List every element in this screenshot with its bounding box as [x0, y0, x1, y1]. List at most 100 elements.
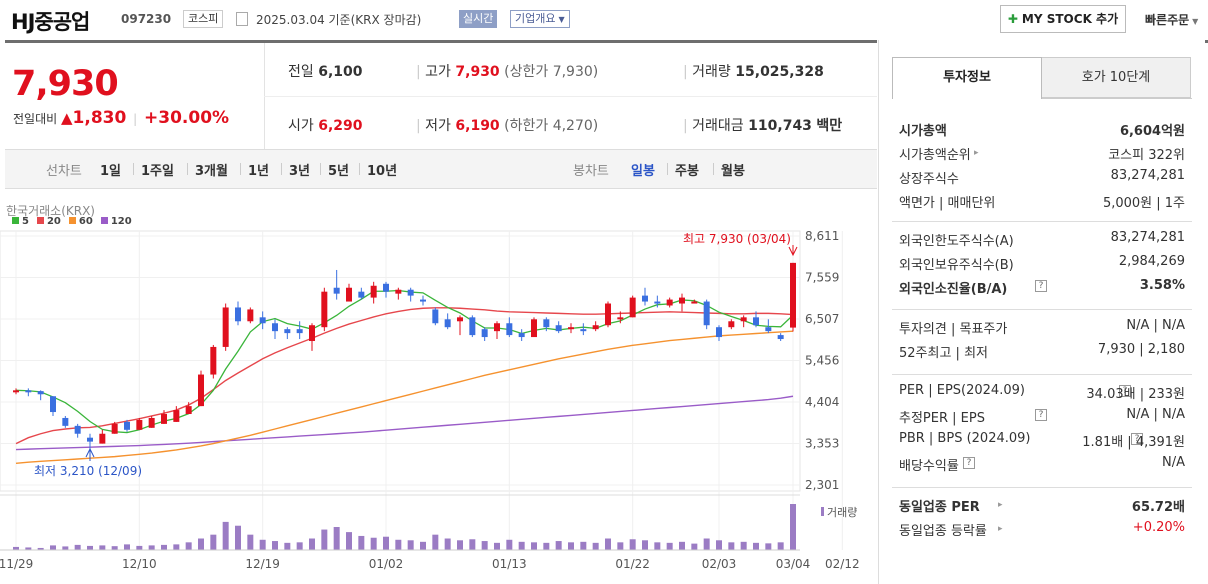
mystock-add-button[interactable]: ✚ MY STOCK 추가 [1000, 5, 1126, 33]
help-icon[interactable]: ? [1119, 384, 1131, 397]
candle-body [457, 317, 463, 322]
x-tick-label: 01/13 [492, 557, 527, 571]
info-tabs [892, 57, 1192, 99]
period-5-button[interactable]: 5년 [328, 164, 350, 179]
x-tick-label: 02/03 [702, 557, 737, 571]
volume-bar [247, 534, 254, 550]
candle-body [728, 321, 735, 328]
info-label: 추정PER | EPS [899, 411, 985, 426]
volume-bar [617, 542, 624, 550]
volume-bar [173, 544, 180, 550]
info-value: 1.81배 | 4,391원 [1082, 435, 1185, 450]
candle-body [272, 323, 278, 332]
help-icon[interactable]: ? [1035, 279, 1047, 292]
candle-body [74, 425, 81, 434]
candle-body [124, 421, 130, 430]
info-label: 액면가 | 매매단위 [899, 196, 996, 211]
tab-hoga[interactable]: 호가 10단계 [1041, 57, 1191, 98]
info-value: 6,604억원 [1119, 124, 1185, 139]
up-arrow-icon: ▲ [61, 109, 73, 127]
divider [667, 163, 668, 175]
candle-body [494, 323, 500, 332]
info-value: N/A | N/A [1126, 318, 1185, 333]
candle-body [50, 396, 56, 413]
volume-bar [333, 527, 340, 550]
ma-label: 60 [78, 216, 93, 227]
period-0-button[interactable]: 1일 [100, 164, 122, 179]
info-value: 65.72배 [1131, 500, 1185, 515]
divider [240, 163, 241, 175]
info-value: 7,930 | 2,180 [1097, 342, 1185, 357]
volume-bar [666, 542, 673, 550]
calendar-icon [236, 12, 248, 26]
tab-invest-info[interactable]: 투자정보 [892, 57, 1042, 99]
high-value: 7,930 [455, 64, 500, 80]
min-arrow-icon [85, 447, 95, 461]
chevron-right-icon[interactable]: ▸ [998, 524, 1003, 534]
ma-label: 120 [110, 216, 132, 227]
info-row: 시가총액순위 ▸ 코스피 322위 [899, 144, 1185, 163]
candle-body [543, 319, 550, 328]
realtime-button[interactable]: 실시간 [459, 10, 498, 28]
candle-body [580, 329, 587, 332]
divider [320, 163, 321, 175]
x-tick-label: 12/10 [122, 557, 157, 571]
candle-body [420, 299, 426, 302]
volume-bar [111, 546, 118, 550]
candle-body [185, 406, 192, 415]
candle-period-2-button[interactable]: 월봉 [721, 164, 745, 179]
chevron-down-icon: ▼ [1192, 17, 1199, 26]
amount-unit: 백만 [816, 118, 843, 134]
period-6-button[interactable]: 10년 [367, 164, 398, 179]
y-tick-label: 3,353 [805, 437, 839, 451]
help-icon[interactable]: ? [1131, 432, 1143, 445]
change-label: 전일대비 [13, 112, 58, 126]
volume-bar [50, 545, 56, 550]
volume-bar [555, 541, 562, 550]
info-value: 34.03배 | 233원 [1086, 387, 1185, 402]
quick-order-button[interactable]: 빠른주문 ▼ [1145, 11, 1198, 28]
chevron-right-icon[interactable]: ▸ [974, 148, 979, 158]
period-4-button[interactable]: 3년 [289, 164, 311, 179]
chevron-right-icon[interactable]: ▸ [998, 500, 1003, 510]
volume-bar [543, 542, 550, 550]
divider [878, 40, 879, 584]
period-3-button[interactable]: 1년 [248, 164, 270, 179]
volume-bar [321, 529, 328, 550]
low-price: | 저가 6,190 (하한가 4,270) [416, 118, 599, 134]
candle-body [679, 297, 685, 304]
candle-body [506, 323, 513, 336]
x-tick-label: 01/22 [615, 557, 650, 571]
volume-bar [444, 538, 451, 550]
volume-bar [790, 504, 796, 550]
candle-body [235, 307, 241, 322]
chart-source: 한국거래소(KRX) [6, 204, 95, 218]
info-label: 투자의견 | 목표주가 [899, 322, 1008, 337]
period-1-button[interactable]: 1주일 [141, 164, 174, 179]
volume-bar [284, 542, 291, 550]
volume-bar [37, 547, 44, 550]
candle-body [333, 287, 340, 294]
volume-label: 거래량 [827, 506, 857, 519]
info-label: 시가총액 [899, 124, 947, 139]
corp-info-dropdown[interactable]: 기업개요 ▼ [510, 10, 570, 28]
info-row: 추정PER | EPS? N/A | N/A [899, 407, 1185, 426]
divider [713, 163, 714, 175]
candle-body [432, 309, 439, 324]
candle-body [605, 303, 611, 326]
candle-chart[interactable]: 8,611 7,559 6,507 5,456 4,404 3,353 2,301 11/29… [0, 195, 878, 584]
candle-body [666, 299, 673, 306]
candle-body [765, 327, 772, 332]
candle-period-1-button[interactable]: 주봉 [675, 164, 699, 179]
help-icon[interactable]: ? [963, 456, 975, 469]
candle-body [592, 325, 599, 330]
volume-bar [407, 540, 414, 550]
stock-name: HJ중공업 [11, 10, 90, 34]
info-label: PBR | BPS (2024.09) [899, 431, 1031, 446]
period-2-button[interactable]: 3개월 [195, 164, 228, 179]
candle-body [531, 319, 537, 338]
volume-bar [87, 545, 93, 550]
candle-period-0-button[interactable]: 일봉 [631, 164, 655, 179]
candle-body [444, 319, 451, 328]
help-icon[interactable]: ? [1035, 408, 1047, 421]
